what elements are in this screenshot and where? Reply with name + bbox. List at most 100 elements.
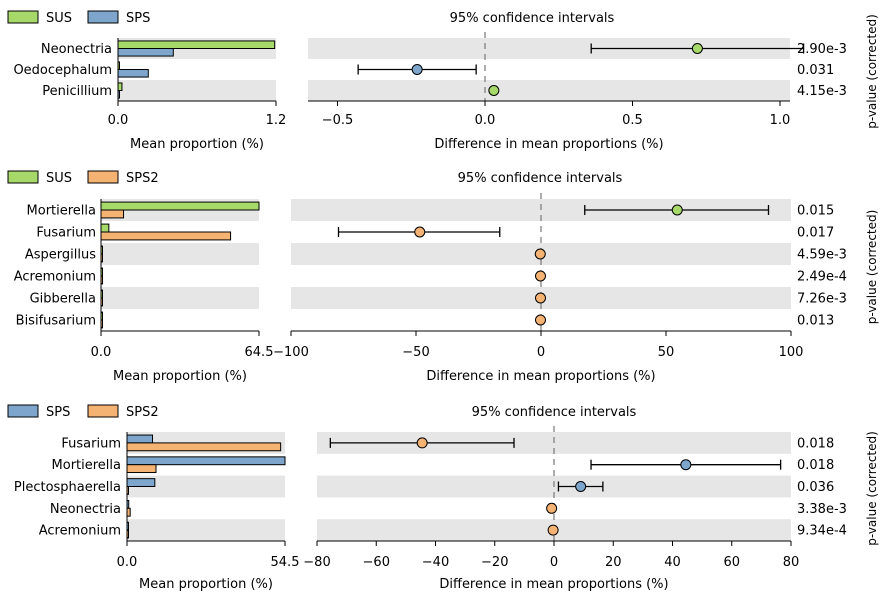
p-value-label: 4.15e-3 — [797, 84, 847, 99]
diff-tick-label: 20 — [605, 555, 622, 570]
legend-swatch-sps2 — [87, 404, 119, 418]
diff-tick-label: 80 — [783, 555, 800, 570]
chart-panel-2: SUS SPS2 95% confidence intervals Mortierel… — [7, 170, 879, 384]
bar-sps — [126, 434, 154, 444]
diff-tick-label: −100 — [273, 345, 309, 360]
bar-sus — [117, 40, 276, 49]
p-value-label: 2.49e-4 — [797, 270, 847, 285]
category-label: Mortierella — [52, 458, 121, 473]
diff-tick-label: 1.0 — [770, 113, 791, 128]
diff-tick-label: 0 — [537, 345, 545, 360]
p-value-label: 0.018 — [797, 436, 834, 451]
p-value-axis-label: p-value (corrected) — [865, 431, 879, 546]
category-label: Oedocephalum — [13, 63, 112, 78]
diff-tick-label: 0.5 — [622, 113, 643, 128]
p-value-label: 0.031 — [797, 63, 834, 78]
difference-point — [575, 481, 587, 492]
p-value-axis-label: p-value (corrected) — [865, 14, 879, 129]
diff-tick-label: −40 — [422, 555, 449, 570]
bar-sps2 — [100, 209, 125, 219]
p-value-axis-label: p-value (corrected) — [865, 210, 879, 325]
p-value-label: 3.38e-3 — [797, 502, 847, 517]
category-label: Fusarium — [61, 436, 121, 451]
difference-point — [534, 248, 546, 260]
row-band — [308, 38, 790, 59]
row-band — [101, 243, 259, 265]
diff-x-axis-label: Difference in mean proportions (%) — [434, 137, 663, 152]
p-value-label: 2.90e-3 — [797, 42, 847, 57]
category-label: Plectosphaerella — [14, 480, 121, 495]
difference-point — [414, 226, 426, 238]
category-label: Acremonium — [14, 270, 96, 285]
row-band — [118, 80, 276, 101]
row-band — [127, 519, 285, 541]
category-label: Penicillium — [42, 84, 112, 99]
legend-label-sus: SUS — [46, 171, 72, 186]
p-value-label: 0.036 — [797, 480, 834, 495]
category-label: Mortierella — [27, 204, 96, 219]
chart-panel-3: SPS SPS2 95% confidence intervals Fusarium M… — [7, 404, 879, 592]
row-band — [101, 287, 259, 309]
diff-tick-label: −60 — [363, 555, 390, 570]
bar-sps2 — [100, 231, 232, 241]
bar-sus — [100, 223, 110, 233]
difference-point — [691, 43, 703, 54]
p-value-label: 7.26e-3 — [797, 292, 847, 307]
diff-x-axis-label: Difference in mean proportions (%) — [439, 577, 668, 592]
bar-sps — [117, 48, 174, 57]
diff-tick-label: −20 — [481, 555, 508, 570]
difference-point — [680, 459, 692, 471]
category-label: Neonectria — [50, 502, 121, 517]
diff-x-axis-label: Difference in mean proportions (%) — [426, 369, 655, 384]
bar-sps — [117, 69, 149, 78]
bar-tick-label: 0.0 — [117, 555, 138, 570]
category-label: Aspergillus — [25, 248, 96, 263]
difference-point — [546, 502, 558, 514]
bar-sps — [126, 478, 156, 488]
legend-label-sps: SPS — [46, 405, 70, 420]
category-label: Fusarium — [36, 226, 96, 241]
bar-tick-label: 0.0 — [108, 113, 129, 128]
category-label: Acremonium — [39, 524, 121, 539]
legend-label-sps2: SPS2 — [126, 171, 159, 186]
difference-point — [416, 437, 428, 449]
bar-x-axis-label: Mean proportion (%) — [139, 577, 273, 592]
bar-tick-label: 0.0 — [91, 345, 112, 360]
difference-point — [488, 85, 500, 96]
difference-point — [535, 314, 546, 326]
difference-point — [547, 524, 559, 536]
chart-title: 95% confidence intervals — [458, 171, 623, 186]
row-band — [308, 80, 790, 101]
diff-tick-label: 0.0 — [475, 113, 496, 128]
bar-tick-label: 54.5 — [271, 555, 300, 570]
bar-tick-label: 64.5 — [245, 345, 274, 360]
legend-swatch-sps2 — [87, 170, 119, 184]
legend-label-sps2: SPS2 — [126, 405, 159, 420]
bar-tick-label: 1.2 — [266, 113, 287, 128]
legend-swatch-sus — [7, 10, 39, 24]
bar-x-axis-label: Mean proportion (%) — [130, 137, 264, 152]
row-band — [127, 475, 285, 498]
legend-swatch-sps — [7, 404, 39, 418]
category-label: Gibberella — [30, 292, 96, 307]
diff-tick-label: 40 — [664, 555, 681, 570]
diff-tick-label: 60 — [723, 555, 740, 570]
bar-sus — [117, 82, 123, 92]
diff-tick-label: −0.5 — [322, 113, 354, 128]
category-label: Neonectria — [41, 42, 112, 57]
legend-swatch-sus — [7, 170, 39, 184]
chart-title: 95% confidence intervals — [450, 11, 615, 26]
bar-x-axis-label: Mean proportion (%) — [113, 369, 247, 384]
p-value-label: 0.017 — [797, 226, 834, 241]
p-value-label: 9.34e-4 — [797, 524, 847, 539]
diff-tick-label: 100 — [779, 345, 804, 360]
legend-label-sus: SUS — [46, 11, 72, 26]
diff-tick-label: −80 — [303, 555, 330, 570]
bar-sps — [126, 456, 286, 466]
p-value-label: 0.018 — [797, 458, 834, 473]
bar-sus — [100, 201, 260, 211]
difference-point — [671, 204, 683, 216]
chart-title: 95% confidence intervals — [472, 405, 637, 420]
bar-sps2 — [126, 464, 157, 474]
